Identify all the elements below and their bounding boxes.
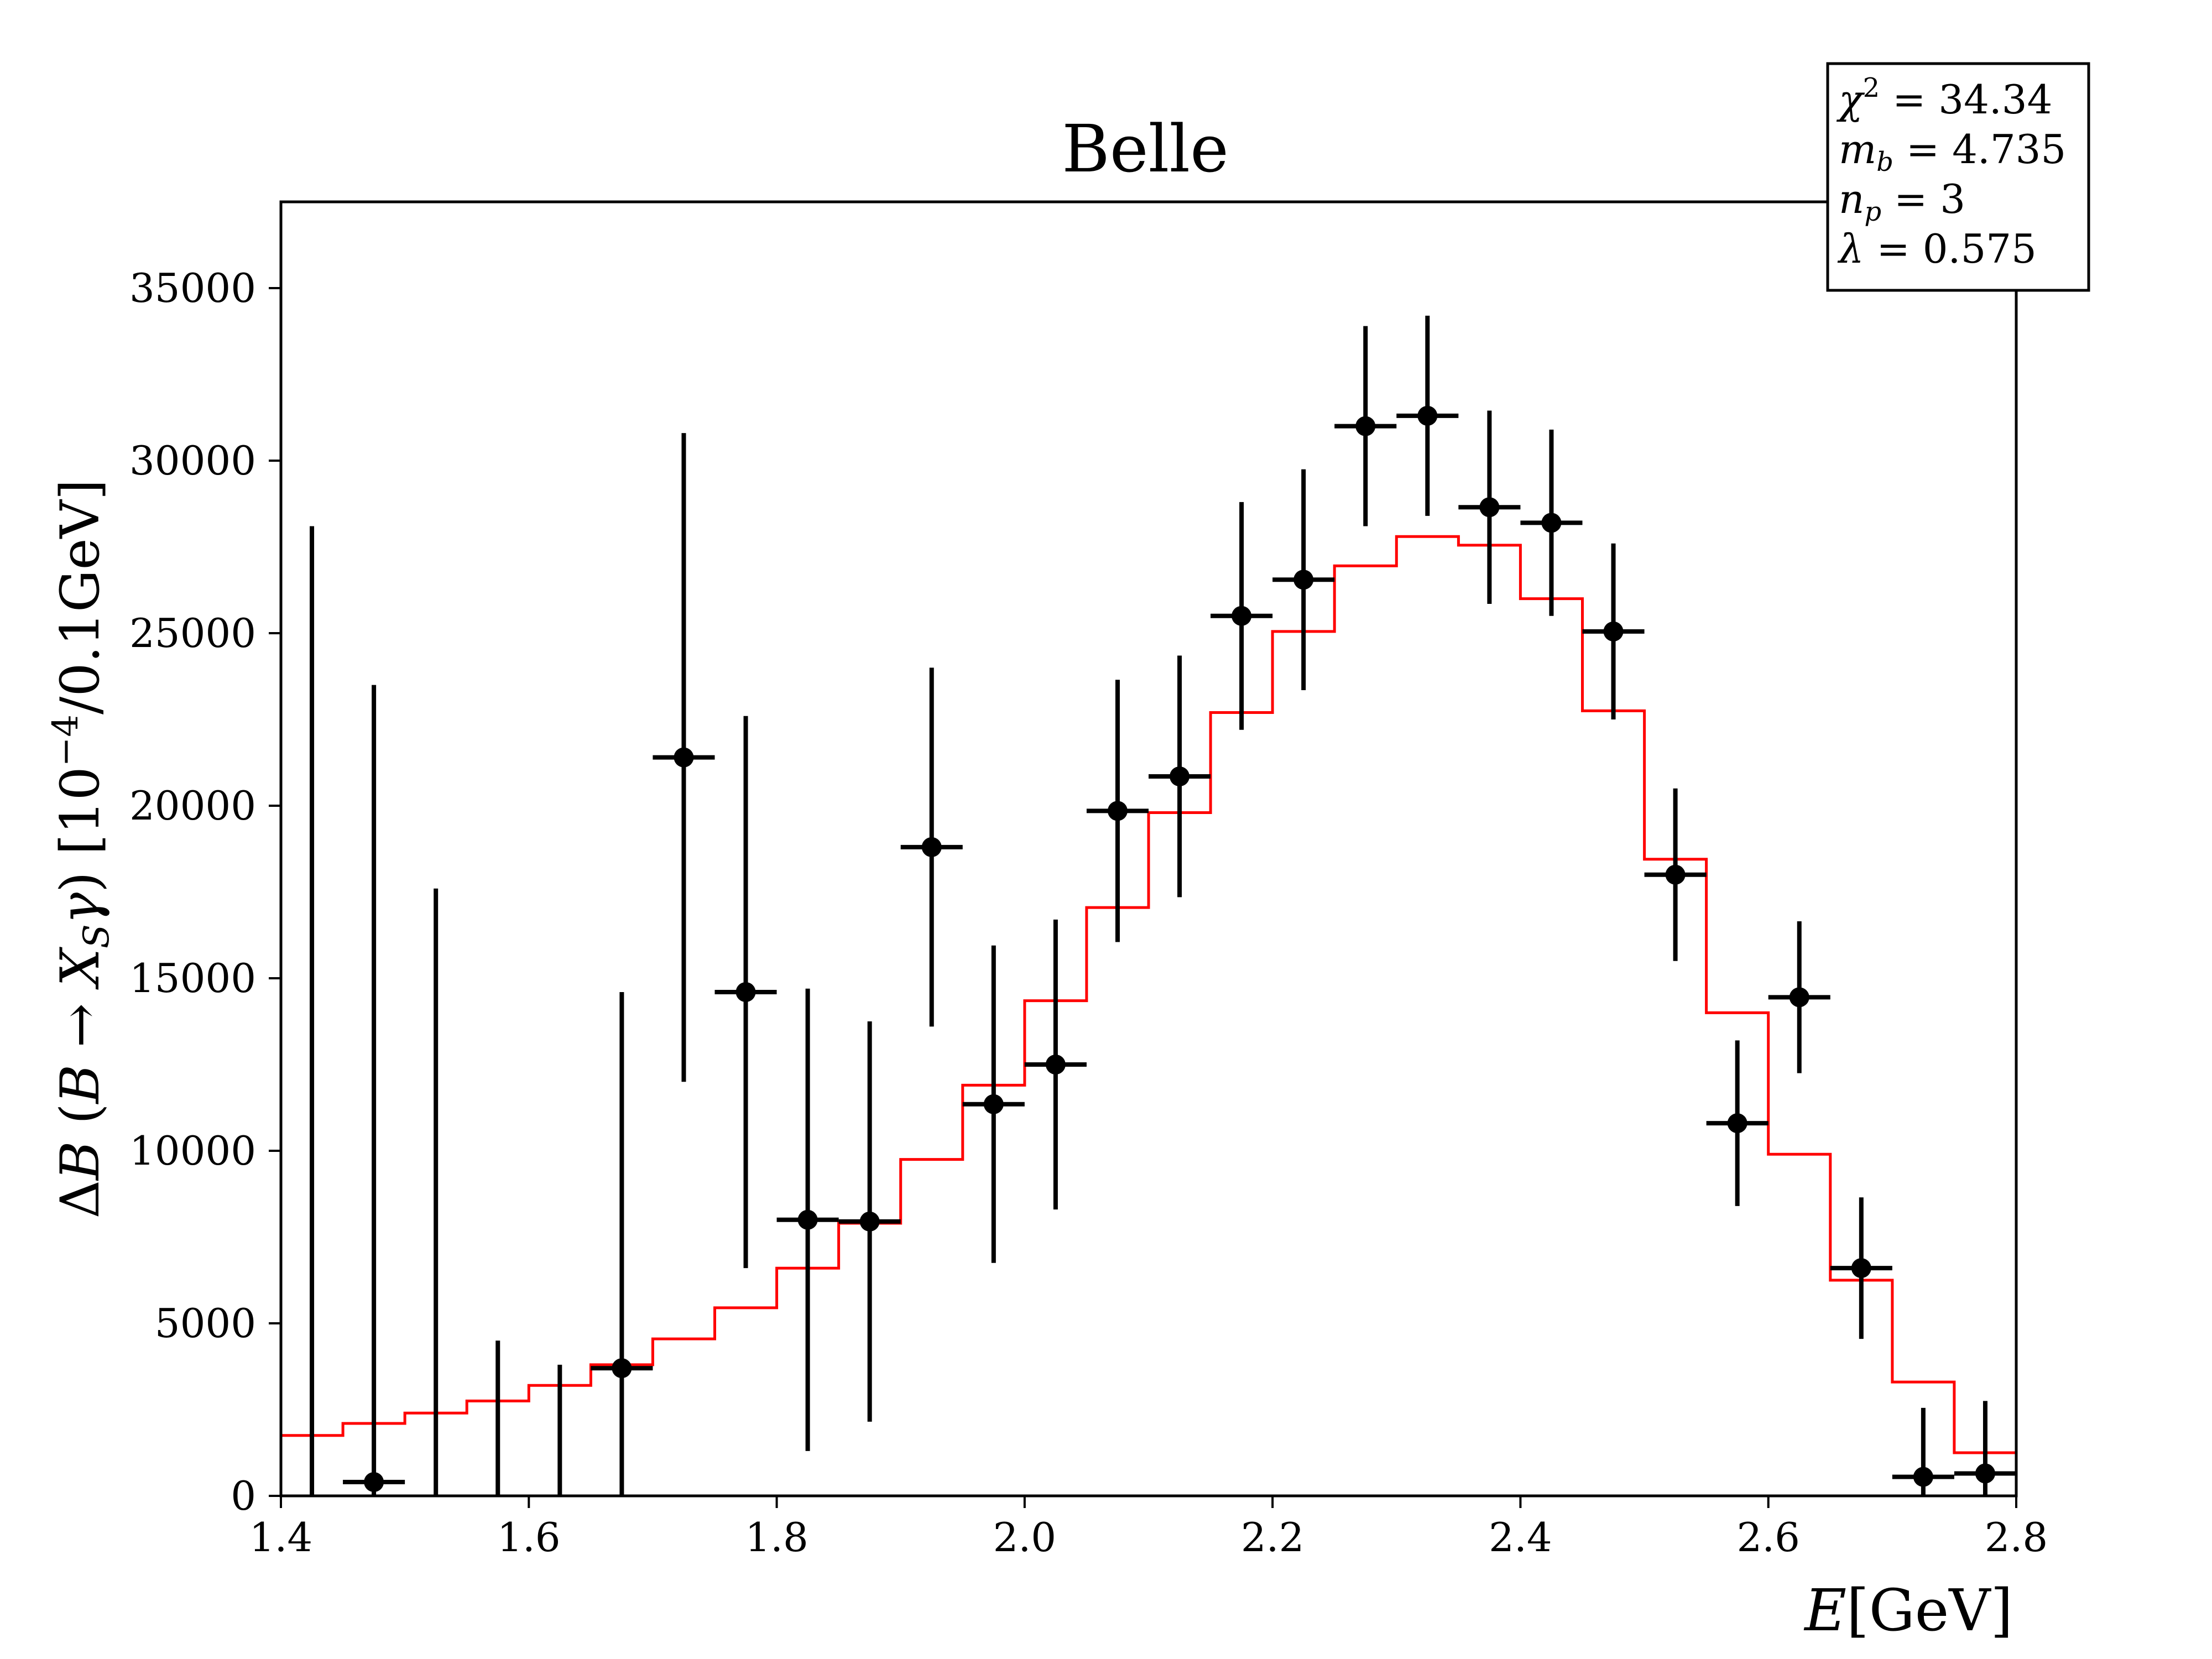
x-tick-label: 2.0 bbox=[993, 1514, 1057, 1561]
legend-entry-chi2: χ2 = 34.34 bbox=[1836, 72, 2052, 123]
data-point bbox=[1479, 497, 1500, 518]
y-tick-label: 20000 bbox=[129, 782, 256, 829]
x-axis: 1.4 1.6 1.8 2.0 2.2 2.4 2.6 2.8 bbox=[249, 1496, 2048, 1561]
chart-title: Belle bbox=[1062, 111, 1229, 187]
y-tick-label: 15000 bbox=[129, 955, 256, 1001]
x-tick-label: 2.6 bbox=[1736, 1514, 1800, 1561]
legend-entry-lambda: λ = 0.575 bbox=[1837, 226, 2037, 272]
data-point bbox=[1045, 1055, 1066, 1074]
data-point bbox=[859, 1211, 880, 1232]
y-tick-label: 30000 bbox=[129, 437, 256, 484]
x-tick-label: 2.4 bbox=[1489, 1514, 1552, 1561]
x-tick-label: 1.4 bbox=[249, 1514, 313, 1561]
data-point bbox=[983, 1094, 1004, 1114]
data-point bbox=[1107, 801, 1128, 821]
data-point bbox=[797, 1209, 818, 1230]
data-point bbox=[612, 1358, 632, 1379]
x-tick-label: 1.8 bbox=[745, 1514, 808, 1561]
y-axis: 0 5000 10000 15000 20000 25000 30000 35000 bbox=[129, 265, 281, 1519]
data-point bbox=[674, 747, 694, 768]
data-point bbox=[1727, 1113, 1747, 1134]
data-point bbox=[1417, 405, 1438, 426]
legend-entry-np: np = 3 bbox=[1839, 176, 1965, 227]
data-point bbox=[1355, 416, 1376, 436]
data-point bbox=[921, 837, 942, 857]
data-point bbox=[1170, 766, 1190, 786]
x-tick-label: 2.8 bbox=[1985, 1514, 2048, 1561]
x-tick-label: 2.2 bbox=[1241, 1514, 1305, 1561]
x-tick-label: 1.6 bbox=[497, 1514, 561, 1561]
data-point bbox=[1851, 1258, 1871, 1279]
y-tick-label: 0 bbox=[231, 1473, 256, 1519]
data-point bbox=[1665, 864, 1686, 885]
data-point bbox=[1975, 1463, 1995, 1484]
model-step-line bbox=[281, 535, 2016, 1454]
data-point bbox=[1913, 1467, 1933, 1487]
data-point bbox=[1232, 606, 1252, 626]
data-point bbox=[1293, 570, 1314, 590]
data-point bbox=[735, 982, 756, 1002]
legend-box bbox=[1826, 62, 2090, 292]
plot-frame bbox=[279, 200, 2018, 1498]
legend: χ2 = 34.34 mb = 4.735 np = 3 λ = 0.575 bbox=[1826, 62, 2090, 292]
plot-area bbox=[281, 315, 2016, 1496]
y-tick-label: 10000 bbox=[129, 1128, 256, 1174]
data-point bbox=[1789, 987, 1809, 1008]
x-axis-label: E[GeV] bbox=[1803, 1577, 2013, 1644]
data-point bbox=[364, 1472, 384, 1493]
y-tick-label: 35000 bbox=[129, 265, 256, 311]
legend-entry-mb: mb = 4.735 bbox=[1839, 126, 2066, 178]
y-axis-label: ΔB (B → XSγ) [10−4/0.1GeV] bbox=[45, 479, 117, 1219]
data-point bbox=[1541, 513, 1562, 533]
y-tick-label: 5000 bbox=[155, 1300, 256, 1347]
y-tick-label: 25000 bbox=[129, 610, 256, 656]
data-point bbox=[1603, 621, 1624, 641]
